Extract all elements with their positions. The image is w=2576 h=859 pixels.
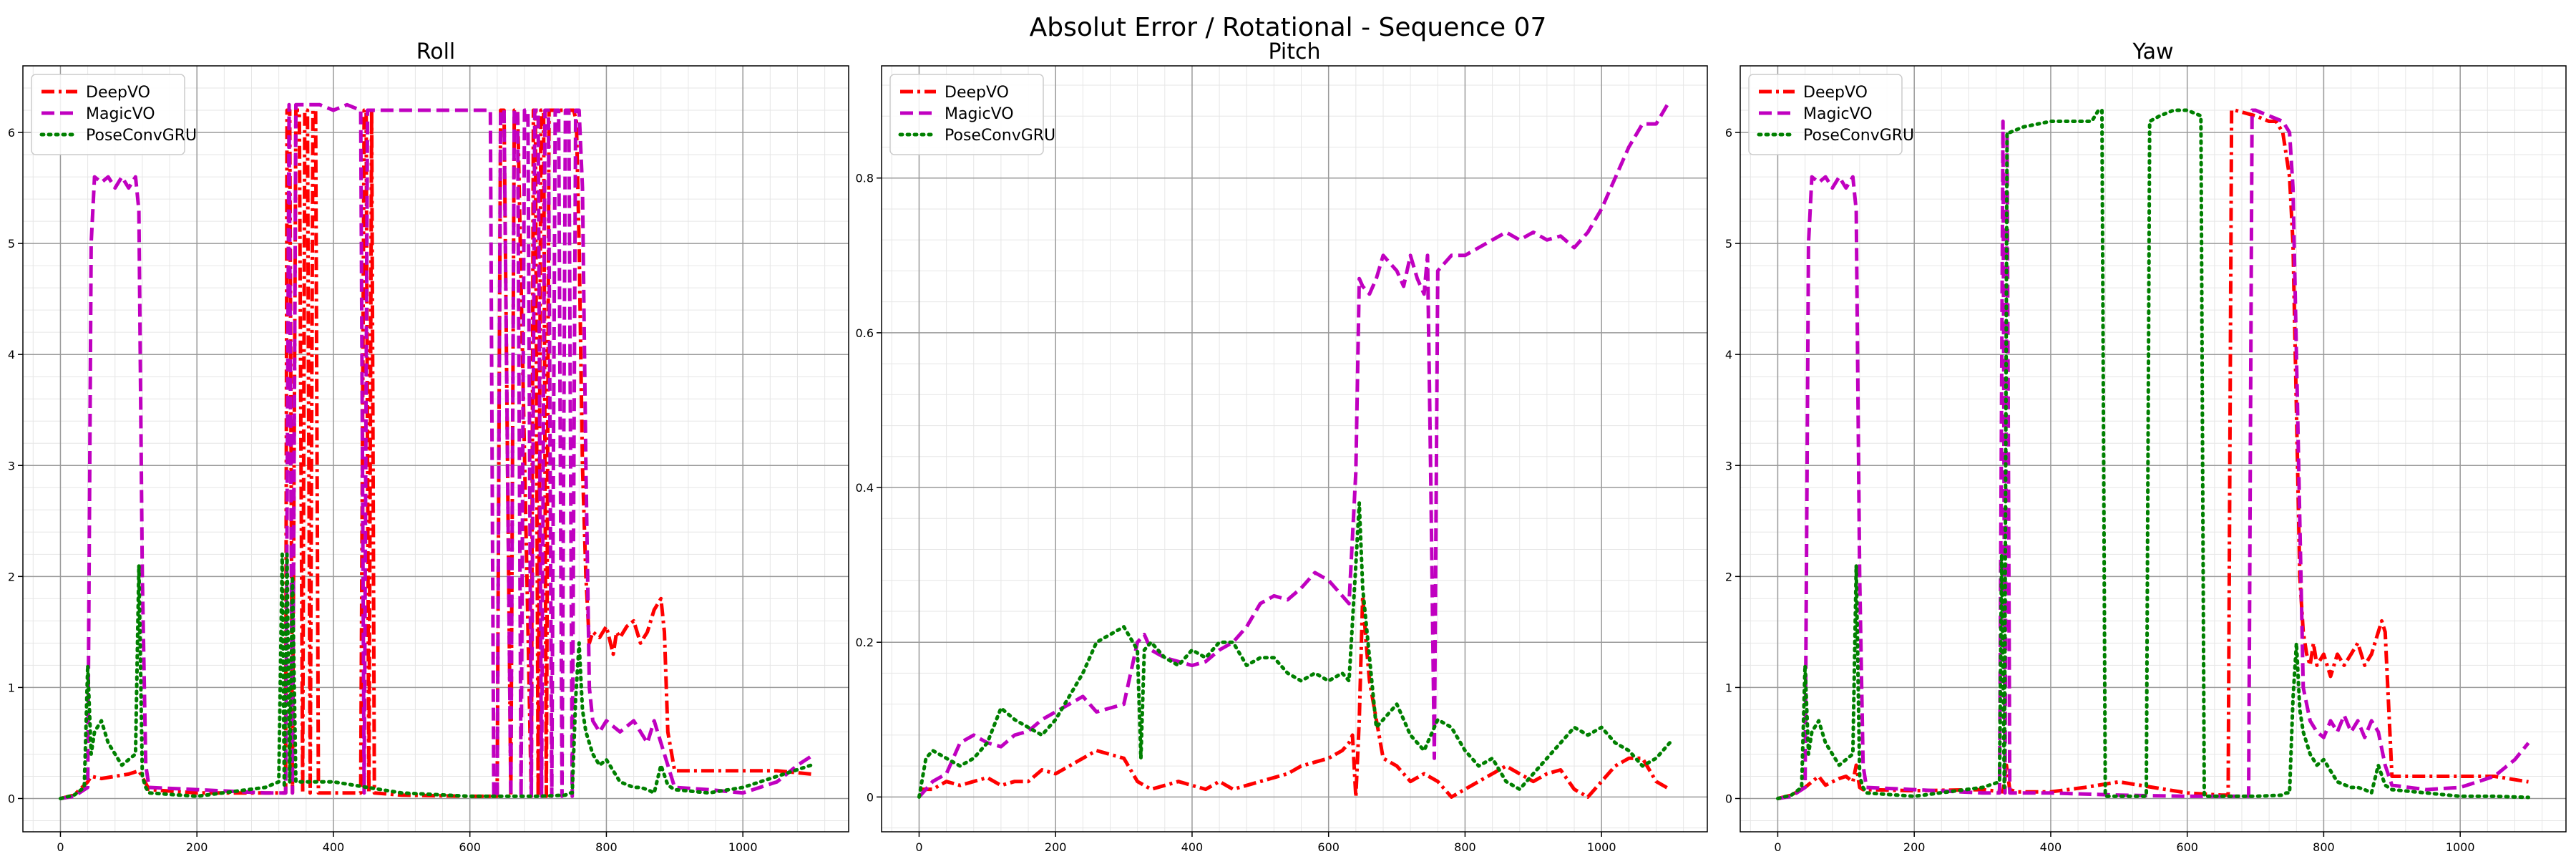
- x-tick-label: 0: [915, 840, 922, 854]
- legend-label-poseconvgru: PoseConvGRU: [86, 127, 197, 145]
- series-line-deepvo: [919, 593, 1671, 799]
- axes-frame: [22, 65, 849, 833]
- y-tick-label: 0.6: [856, 326, 874, 340]
- y-tick-label: 4: [8, 348, 15, 361]
- series-line-poseconvgru: [917, 501, 1672, 799]
- y-tick-label: 1: [8, 681, 15, 694]
- figure-title: Absolut Error / Rotational - Sequence 07: [1030, 13, 1547, 42]
- x-tick-label: 200: [1045, 840, 1067, 854]
- y-tick-label: 2: [1725, 570, 1732, 583]
- y-tick-label: 6: [1725, 126, 1732, 140]
- axes-frame: [881, 65, 1708, 833]
- legend-label-poseconvgru: PoseConvGRU: [1803, 127, 1914, 145]
- legend: DeepVO MagicVO PoseConvGRU: [1748, 74, 1914, 155]
- legend-label-deepvo: DeepVO: [945, 84, 1009, 102]
- legend-label-deepvo: DeepVO: [86, 84, 150, 102]
- x-tick-label: 400: [1181, 840, 1204, 854]
- series-line-magicvo: [60, 102, 812, 800]
- axes-frame: [1740, 65, 2567, 833]
- panel-pitch: 0 200 400 600 800 1000 0 0.2 0.4 0.6 0.8 Pitch DeepV…: [856, 39, 1708, 854]
- series-group: [917, 100, 1672, 799]
- x-tick-label: 0: [57, 840, 64, 854]
- y-tick-label: 3: [8, 459, 15, 472]
- y-tick-label: 0.8: [856, 172, 874, 185]
- y-tick-label: 5: [8, 237, 15, 251]
- x-tick-label: 800: [595, 840, 618, 854]
- x-tick-label: 600: [2176, 840, 2198, 854]
- series-line-deepvo: [1777, 108, 2529, 800]
- y-tick-label: 1: [1725, 681, 1732, 694]
- x-tick-label: 800: [2313, 840, 2335, 854]
- x-tick-label: 200: [1903, 840, 1926, 854]
- x-tick-label: 400: [323, 840, 345, 854]
- legend-label-magicvo: MagicVO: [945, 105, 1014, 123]
- series-group: [59, 102, 813, 800]
- x-tick-label: 600: [459, 840, 481, 854]
- legend-label-magicvo: MagicVO: [1803, 105, 1873, 123]
- legend-label-magicvo: MagicVO: [86, 105, 155, 123]
- legend: DeepVO MagicVO PoseConvGRU: [31, 74, 197, 155]
- x-tick-label: 1000: [1587, 840, 1616, 854]
- panels: 0 200 400 600 800 10000123456RollDeepVOMagicV…: [8, 39, 2567, 854]
- series-group: [1776, 108, 2530, 800]
- y-tick-label: 0.2: [856, 636, 874, 649]
- series-line-poseconvgru: [1776, 108, 2530, 800]
- series-line-magicvo: [1777, 108, 2530, 800]
- legend-label-deepvo: DeepVO: [1803, 84, 1868, 102]
- y-tick-label: 6: [8, 126, 15, 140]
- legend-label-poseconvgru: PoseConvGRU: [945, 127, 1055, 145]
- y-tick-label: 5: [1725, 237, 1732, 251]
- series-line-magicvo: [917, 100, 1672, 799]
- y-tick-label: 0: [8, 792, 15, 805]
- series-line-poseconvgru: [59, 552, 813, 800]
- y-tick-label: 0: [867, 790, 874, 804]
- panel-title: Yaw: [2132, 39, 2173, 64]
- y-tick-label: 3: [1725, 459, 1732, 472]
- y-tick-label: 0: [1725, 792, 1732, 805]
- legend: DeepVO MagicVO PoseConvGRU: [889, 74, 1055, 155]
- panel-title: Pitch: [1268, 39, 1320, 64]
- x-tick-label: 0: [1774, 840, 1781, 854]
- x-tick-label: 200: [186, 840, 208, 854]
- panel-roll: 0 200 400 600 800 1000 0 1 2 3 4 5 6 Roll DeepVO MagicV…: [8, 39, 849, 854]
- panel-title: Roll: [416, 39, 456, 64]
- x-tick-label: 600: [1317, 840, 1340, 854]
- x-tick-label: 1000: [728, 840, 758, 854]
- panel-yaw: 0 200 400 600 800 1000 0 1 2 3 4 5 6 Yaw DeepVO MagicVO…: [1725, 39, 2567, 854]
- x-tick-label: 400: [2040, 840, 2062, 854]
- x-tick-label: 1000: [2446, 840, 2475, 854]
- y-tick-label: 0.4: [856, 481, 874, 495]
- y-tick-label: 4: [1725, 348, 1732, 361]
- y-tick-label: 2: [8, 570, 15, 583]
- x-tick-label: 800: [1454, 840, 1476, 854]
